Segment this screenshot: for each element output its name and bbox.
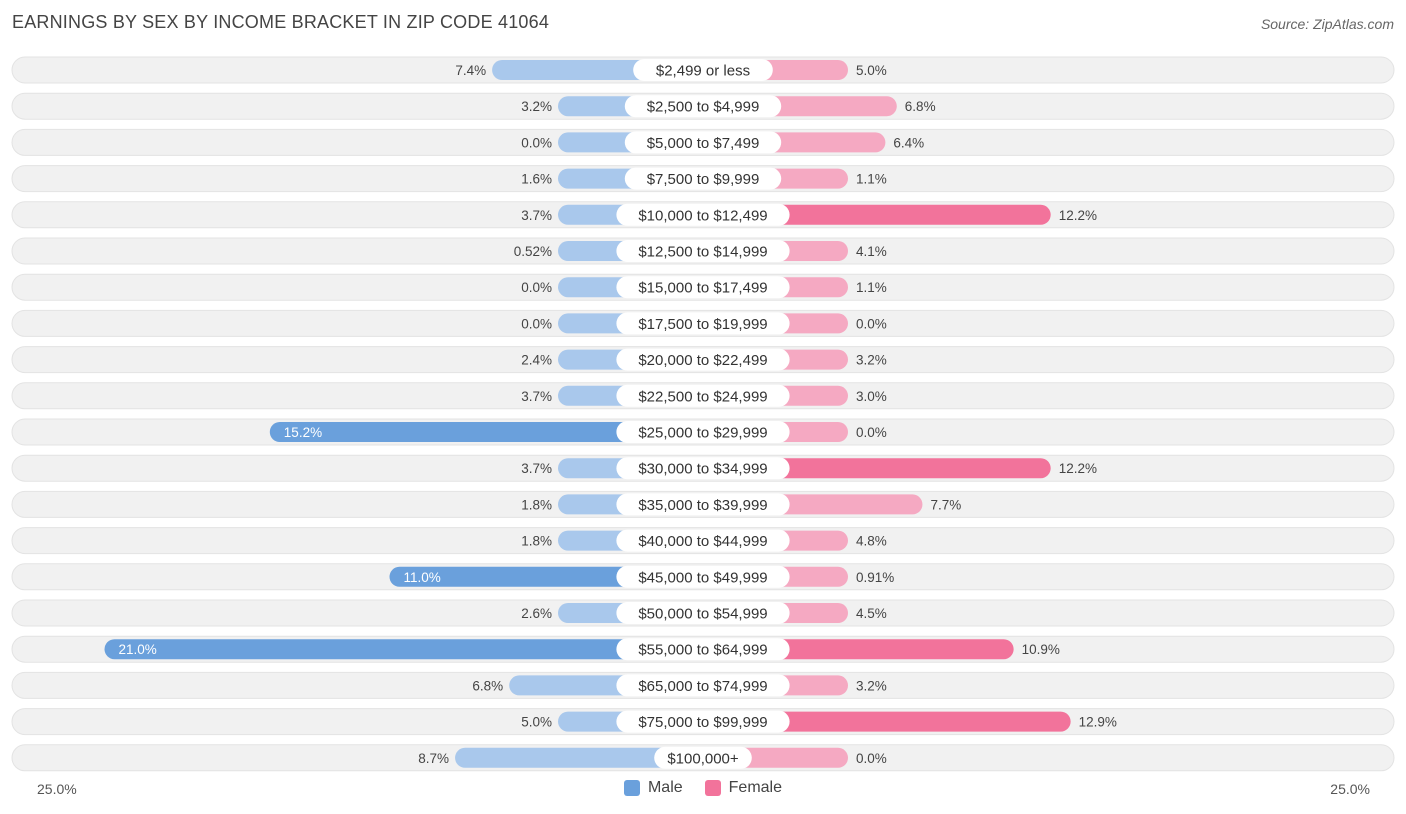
female-value-label: 0.91% — [856, 570, 894, 585]
category-pill — [624, 131, 782, 154]
female-value-label: 4.8% — [856, 534, 887, 549]
female-value-label: 5.0% — [856, 63, 887, 78]
category-label: $20,000 to $22,499 — [638, 352, 767, 369]
male-bar — [104, 639, 703, 660]
category-label: $45,000 to $49,999 — [638, 569, 767, 586]
female-bar — [703, 711, 1071, 732]
category-label: $7,500 to $9,999 — [647, 171, 760, 188]
female-value-label: 3.2% — [856, 678, 887, 693]
category-label: $100,000+ — [667, 750, 739, 767]
male-value-label: 0.0% — [521, 135, 552, 150]
female-value-label: 7.7% — [930, 497, 961, 512]
category-label: $10,000 to $12,499 — [638, 207, 767, 224]
category-pill — [616, 312, 790, 335]
category-pill — [616, 457, 790, 480]
category-label: $50,000 to $54,999 — [638, 606, 767, 623]
category-label: $12,500 to $14,999 — [638, 244, 767, 261]
female-value-label: 1.1% — [856, 280, 887, 295]
male-value-label: 5.0% — [521, 715, 552, 730]
category-label: $55,000 to $64,999 — [638, 642, 767, 659]
male-value-label: 3.2% — [521, 99, 552, 114]
male-value-label: 2.4% — [521, 353, 552, 368]
category-pill — [616, 565, 790, 588]
legend-female-label: Female — [728, 779, 783, 796]
female-value-label: 4.5% — [856, 606, 887, 621]
category-pill — [616, 348, 790, 371]
category-pill — [616, 674, 790, 697]
male-value-label: 3.7% — [521, 389, 552, 404]
male-value-label: 1.8% — [521, 497, 552, 512]
female-value-label: 0.0% — [856, 316, 887, 331]
category-label: $5,000 to $7,499 — [647, 135, 760, 152]
category-pill — [616, 602, 790, 624]
category-label: $75,000 to $99,999 — [638, 714, 767, 731]
axis-right-label: 25.0% — [1330, 781, 1370, 797]
category-label: $65,000 to $74,999 — [638, 678, 767, 695]
male-bar — [455, 747, 703, 768]
male-value-label: 0.0% — [521, 316, 552, 331]
male-value-label: 0.52% — [514, 244, 552, 259]
category-pill — [616, 276, 790, 299]
category-pill — [616, 529, 790, 552]
chart-title: EARNINGS BY SEX BY INCOME BRACKET IN ZIP… — [12, 12, 550, 32]
category-pill — [624, 95, 782, 118]
category-pill — [624, 167, 782, 190]
male-value-label: 21.0% — [119, 642, 157, 657]
female-value-label: 3.0% — [856, 389, 887, 404]
female-value-label: 4.1% — [856, 244, 887, 259]
category-pill — [654, 746, 752, 769]
category-pill — [616, 638, 790, 661]
female-value-label: 10.9% — [1022, 642, 1060, 657]
female-value-label: 6.4% — [893, 135, 924, 150]
category-label: $17,500 to $19,999 — [638, 316, 767, 333]
category-label: $15,000 to $17,499 — [638, 280, 767, 297]
legend-item-female[interactable]: Female — [704, 779, 783, 797]
female-bar — [703, 458, 1051, 479]
male-value-label: 1.6% — [521, 172, 552, 187]
female-value-label: 12.2% — [1059, 461, 1097, 476]
female-value-label: 6.8% — [905, 99, 936, 114]
male-value-label: 1.8% — [521, 534, 552, 549]
male-value-label: 6.8% — [472, 678, 503, 693]
category-label: $22,500 to $24,999 — [638, 388, 767, 405]
male-value-label: 7.4% — [455, 63, 486, 78]
male-value-label: 8.7% — [418, 751, 449, 766]
male-value-label: 11.0% — [404, 570, 441, 585]
category-pill — [616, 493, 790, 516]
category-label: $2,499 or less — [656, 63, 750, 80]
female-value-label: 3.2% — [856, 353, 887, 368]
category-label: $30,000 to $34,999 — [638, 461, 767, 478]
category-pill — [616, 203, 790, 226]
male-value-label: 0.0% — [521, 280, 552, 295]
female-value-label: 1.1% — [856, 172, 887, 187]
male-value-label: 2.6% — [521, 606, 552, 621]
male-bar — [269, 422, 703, 442]
legend-item-male[interactable]: Male — [623, 779, 683, 797]
category-pill — [616, 384, 790, 407]
source-note: Source: ZipAtlas.com — [1260, 16, 1394, 32]
category-pill — [616, 240, 790, 262]
male-value-label: 15.2% — [284, 425, 322, 440]
category-pill — [633, 59, 773, 81]
female-value-label: 12.2% — [1059, 208, 1097, 223]
female-value-label: 0.0% — [856, 751, 887, 766]
male-value-label: 3.7% — [521, 208, 552, 223]
category-label: $25,000 to $29,999 — [638, 425, 767, 442]
category-label: $2,500 to $4,999 — [647, 99, 760, 116]
male-value-label: 3.7% — [521, 461, 552, 476]
legend-male-label: Male — [647, 779, 683, 796]
category-label: $35,000 to $39,999 — [638, 497, 767, 514]
category-pill — [616, 421, 790, 443]
female-value-label: 0.0% — [856, 425, 887, 440]
category-pill — [616, 710, 790, 733]
category-label: $40,000 to $44,999 — [638, 533, 767, 550]
axis-left-label: 25.0% — [37, 781, 77, 797]
legend: Male Female — [0, 779, 1406, 797]
male-swatch — [623, 780, 640, 796]
female-bar — [703, 204, 1051, 225]
female-value-label: 12.9% — [1079, 715, 1117, 730]
female-swatch — [704, 780, 721, 796]
